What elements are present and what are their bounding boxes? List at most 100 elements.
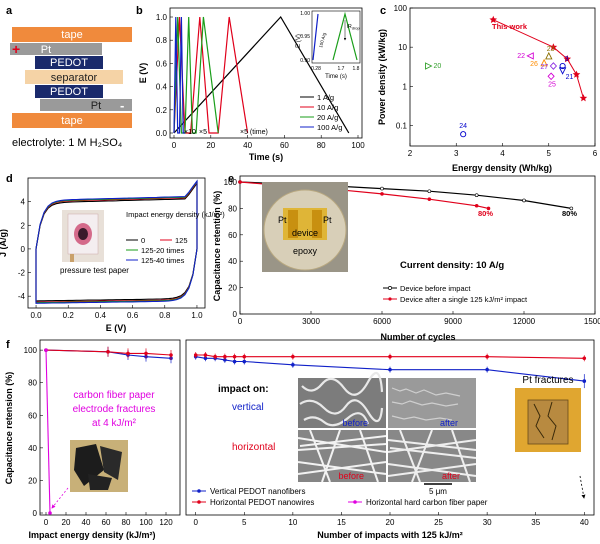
panel-b: b 0 20 40 60 80 100 0.0 0.2 0.4 0.6 0.8 1.0 Time (s… <box>136 5 365 162</box>
carbon-paper-photo <box>70 440 128 492</box>
d-xtick-2: 0.4 <box>95 311 107 320</box>
legend-label-carbon: Horizontal hard carbon fiber paper <box>366 498 488 507</box>
plus-sign: + <box>12 41 20 57</box>
layer-label-pedot-top: PEDOT <box>50 57 88 69</box>
legend-label-125: 125 <box>175 236 188 245</box>
electrolyte-label: electrolyte: 1 M H₂SO₄ <box>12 137 123 149</box>
sem-texture-va <box>391 387 461 421</box>
d-xtick-3: 0.6 <box>127 311 139 320</box>
tape-top-layer <box>12 27 132 42</box>
legend-label-20ag: 20 A/g <box>317 113 338 122</box>
x-axis-label-d: E (V) <box>106 323 127 333</box>
vertical-label: vertical <box>232 402 264 413</box>
legend-label-horizontal: Horizontal PEDOT nanowires <box>210 498 314 507</box>
annotation-line-1: carbon fiber paper <box>73 390 155 401</box>
fl-ytick-0: 0 <box>33 509 38 518</box>
photo-caption-d: pressure test paper <box>60 266 129 275</box>
legend-marker-horizontal <box>197 500 201 504</box>
c-ytick-2: 10 <box>398 43 407 52</box>
inset-y-label: E (V) <box>296 34 302 48</box>
scale-bar-label: 5 μm <box>429 487 447 496</box>
plot-frame-f-left <box>39 339 181 516</box>
sem-fibers-hb <box>297 429 387 483</box>
panel-letter-f: f <box>6 339 10 351</box>
fr-xtick-1: 5 <box>242 518 247 527</box>
device-photo: Pt Pt device epoxy <box>262 182 348 272</box>
panel-f-right: 0 5 10 15 20 25 30 35 40 Number of impacts with … <box>185 339 595 540</box>
pt-fractures-label: Pt fractures <box>522 375 573 386</box>
fl-xtick-3: 60 <box>102 518 111 527</box>
panel-d: d 0.0 0.2 0.4 0.6 0.8 1.0 -4 -2 0 2 4 E (V) J (A/g… <box>0 173 225 333</box>
sem-vertical-after: after <box>388 378 476 428</box>
ref-label-21: 21 <box>566 74 574 81</box>
d-ytick-1: -2 <box>18 269 26 278</box>
ref-label-26: 26 <box>530 61 538 68</box>
annotation-x5: ×5 <box>199 129 207 136</box>
annotation-line-3: at 4 kJ/m² <box>92 418 137 429</box>
inset-xtick-18: 1.8 <box>353 66 360 72</box>
b-xtick-3: 60 <box>280 141 289 150</box>
repeat-point-0-9 <box>582 379 587 383</box>
inset-ir-label: iRdrop <box>347 24 361 31</box>
b-xtick-2: 40 <box>243 141 252 150</box>
fr-xtick-6: 30 <box>483 518 492 527</box>
retention-point-before-3 <box>380 186 384 191</box>
legend-label-10ag: 10 A/g <box>317 103 338 112</box>
end-label-red: 80% <box>478 209 493 218</box>
legend-marker-carbon <box>353 500 357 504</box>
inset-line-100ag <box>312 13 319 61</box>
panel-letter-c: c <box>380 5 386 17</box>
b-xtick-5: 100 <box>351 141 365 150</box>
charge-discharge-line-20Ag <box>173 16 219 134</box>
y-axis-label-d: J (A/g) <box>0 229 8 257</box>
d-ytick-3: 2 <box>21 221 26 230</box>
repeat-point-0-8 <box>485 367 489 372</box>
d-xtick-5: 1.0 <box>191 311 203 320</box>
photo-label-epoxy: epoxy <box>293 246 318 256</box>
fl-ytick-5: 100 <box>24 346 38 355</box>
panel-letter-d: d <box>6 173 13 185</box>
minus-sign: - <box>120 98 124 113</box>
pt-bottom-layer <box>40 99 132 111</box>
b-ytick-5: 1.0 <box>156 13 168 22</box>
fl-xtick-6: 120 <box>159 518 173 527</box>
y-axis-label-f-left: Capacitance retension (%) <box>4 372 14 485</box>
repeat-point-0-3 <box>223 358 227 362</box>
inset-xtick-028: 0.28 <box>311 66 321 72</box>
fr-xtick-5: 25 <box>434 518 443 527</box>
e-xtick-3: 9000 <box>444 317 462 326</box>
panel-letter-a: a <box>6 5 13 17</box>
repeat-point-0-6 <box>291 363 295 367</box>
d-xtick-0: 0.0 <box>30 311 42 320</box>
sem-vertical-before: before <box>298 371 386 428</box>
inset-rate-label: 100 A/g <box>318 32 327 49</box>
layer-label-pt-bottom: Pt <box>91 100 101 112</box>
impact-point-1-2 <box>126 351 130 356</box>
legend-label-after: Device after a single 125 kJ/m² impact <box>400 295 528 304</box>
b-xtick-0: 0 <box>172 141 177 150</box>
legend-label-125-40: 125-40 times <box>141 256 185 265</box>
charge-discharge-line-1Ag <box>173 15 350 134</box>
d-ytick-0: -4 <box>18 292 26 301</box>
repeat-point-0-5 <box>242 359 247 364</box>
ref-marker-20 <box>425 62 433 70</box>
c-xtick-0: 2 <box>408 149 413 158</box>
legend-b: 1 A/g 10 A/g 20 A/g 100 A/g <box>300 93 342 132</box>
legend-label-1ag: 1 A/g <box>317 93 334 102</box>
horizontal-label: horizontal <box>232 442 275 453</box>
retention-point-after-4 <box>427 197 432 201</box>
legend-marker-vertical <box>197 489 201 493</box>
c-xtick-1: 3 <box>454 149 459 158</box>
photo-clip <box>70 254 74 262</box>
retention-point-before-4 <box>427 189 432 194</box>
c-xtick-4: 6 <box>593 149 598 158</box>
annotation-arrow <box>51 487 69 509</box>
fr-xtick-0: 0 <box>193 518 198 527</box>
repeat-point-1-2 <box>213 354 217 359</box>
fl-ytick-1: 20 <box>28 476 37 485</box>
b-ytick-4: 0.8 <box>156 36 168 45</box>
ref-label-27: 27 <box>540 64 548 71</box>
b-xtick-4: 80 <box>317 141 326 150</box>
retention-point-after-0 <box>238 180 242 184</box>
